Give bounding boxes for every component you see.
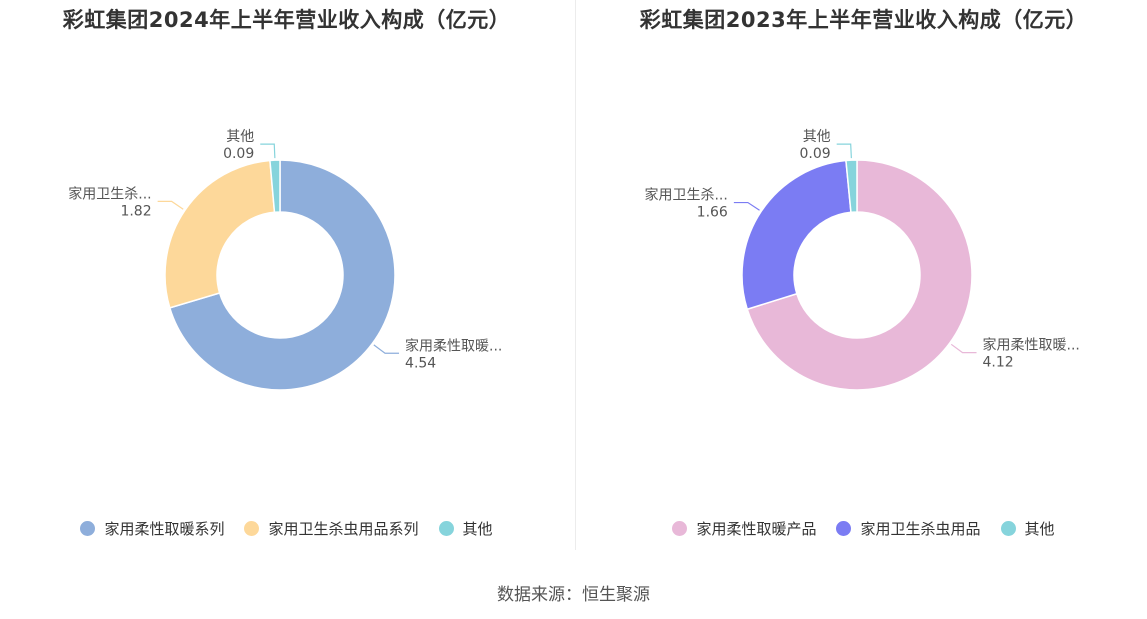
label-leader-line (373, 344, 400, 354)
legend-dot-icon (80, 521, 96, 536)
donut-chart: 家用柔性取暖...4.12 家用卫生杀...1.66 其他0.09 (644, 129, 1080, 391)
legend-item-insecticide[interactable]: 家用卫生杀虫用品系列 (244, 518, 419, 539)
chart-panel-2024: 彩虹集团2024年上半年营业收入构成（亿元） 家用柔性取暖... 4.54 家用卫生… (0, 0, 573, 560)
slice-category-label: 其他 (803, 129, 831, 145)
chart-title: 彩虹集团2024年上半年营业收入构成（亿元） (62, 8, 511, 32)
donut-slice[interactable] (269, 159, 281, 214)
legend-item-insecticide[interactable]: 家用卫生杀虫用品 (836, 518, 981, 539)
legend-dot-icon (672, 521, 688, 536)
slice-value-label: 1.66 (697, 205, 728, 221)
legend-item-heating[interactable]: 家用柔性取暖系列 (80, 518, 224, 539)
donut-slice[interactable] (746, 159, 973, 391)
chart-panel-2023: 彩虹集团2023年上半年营业收入构成（亿元） 家用柔性取暖... 4.12 家用卫生… (577, 0, 1147, 560)
label-leader-line (733, 201, 760, 211)
donut-slice[interactable] (741, 159, 852, 311)
slice-category-label: 家用卫生杀... (644, 187, 727, 204)
slice-value-label: 0.09 (223, 146, 254, 162)
data-source: 数据来源：恒生聚源 (497, 585, 650, 605)
slice-value-label: 1.82 (120, 203, 151, 219)
slice-value-label: 0.09 (800, 146, 831, 162)
legend-label: 家用柔性取暖系列 (104, 520, 225, 538)
legend-dot-icon (438, 521, 454, 536)
chart-title: 彩虹集团2023年上半年营业收入构成（亿元） (639, 8, 1088, 32)
legend: 家用柔性取暖产品 家用卫生杀虫用品 其他 (577, 518, 1147, 539)
label-leader-line (157, 200, 184, 210)
slice-value-label: 4.54 (405, 355, 436, 371)
donut-slice[interactable] (164, 159, 276, 309)
legend-label: 家用柔性取暖产品 (696, 520, 817, 538)
donut-slice[interactable] (845, 159, 858, 214)
legend: 家用柔性取暖系列 家用卫生杀虫用品系列 其他 (0, 518, 573, 539)
legend-dot-icon (244, 521, 260, 536)
legend-item-heating[interactable]: 家用柔性取暖产品 (672, 518, 816, 539)
legend-label: 家用卫生杀虫用品系列 (268, 520, 419, 538)
donut-slice[interactable] (168, 159, 396, 391)
legend-dot-icon (836, 521, 852, 536)
legend-item-other[interactable]: 其他 (438, 518, 493, 539)
legend-label: 家用卫生杀虫用品 (860, 520, 981, 538)
legend-item-other[interactable]: 其他 (1000, 518, 1055, 539)
legend-label: 其他 (462, 520, 493, 538)
slice-category-label: 其他 (226, 129, 254, 145)
slice-category-label: 家用柔性取暖... (983, 337, 1080, 354)
legend-dot-icon (1000, 521, 1016, 536)
slice-value-label: 4.12 (983, 355, 1014, 371)
slice-category-label: 家用柔性取暖... (405, 337, 502, 354)
label-leader-line (260, 143, 276, 159)
panel-divider (575, 0, 576, 550)
label-leader-line (836, 143, 852, 159)
slice-category-label: 家用卫生杀... (68, 185, 151, 202)
label-leader-line (950, 343, 977, 354)
donut-chart: 家用柔性取暖...4.54 家用卫生杀...1.82 其他0.09 (68, 129, 502, 391)
legend-label: 其他 (1024, 520, 1055, 538)
